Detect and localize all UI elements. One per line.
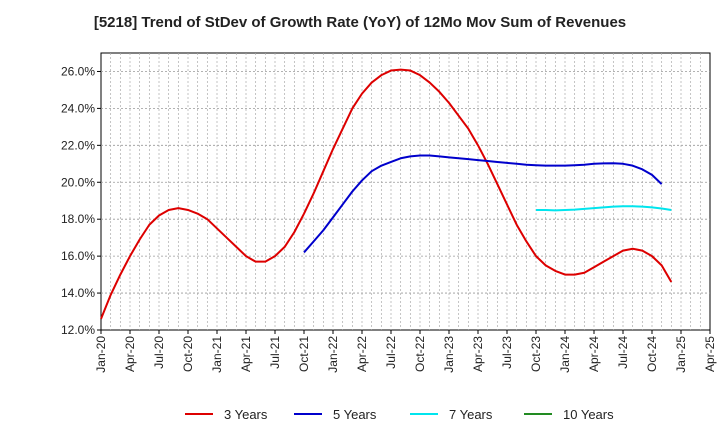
x-tick-label: Jan-24 [558,336,572,373]
y-tick-label: 22.0% [61,138,95,152]
series-line-3-years [100,68,673,320]
x-tick-label: Jul-24 [616,336,630,369]
series-line-7-years [536,205,672,212]
x-tick-label: Apr-21 [239,336,253,372]
x-tick-label: Jul-21 [268,336,282,369]
y-tick-label: 20.0% [61,175,95,189]
x-tick-label: Apr-20 [123,336,137,372]
x-tick-label: Apr-22 [355,336,369,372]
x-tick-label: Jul-23 [500,336,514,369]
series-line-5-years [303,154,663,254]
grid-lines [101,53,710,330]
x-tick-label: Jan-21 [210,336,224,373]
chart-title: [5218] Trend of StDev of Growth Rate (Yo… [93,14,627,31]
x-tick-label: Oct-22 [413,336,427,372]
x-tick-label: Jan-20 [94,336,108,373]
y-tick-label: 16.0% [61,249,95,263]
x-tick-label: Oct-21 [297,336,311,372]
y-tick-label: 14.0% [61,286,95,300]
y-tick-label: 18.0% [61,212,95,226]
x-tick-label: Oct-24 [645,336,659,372]
legend-label-3-years: 3 Years [224,407,268,422]
x-tick-label: Oct-23 [529,336,543,372]
legend: 3 Years 5 Years 7 Years 10 Years [185,407,614,422]
legend-label-7-years: 7 Years [449,407,493,422]
x-tick-label: Apr-23 [471,336,485,372]
y-tick-label: 12.0% [61,323,95,337]
x-tick-label: Jul-22 [384,336,398,369]
x-tick-label: Jan-25 [674,336,688,373]
series-lines [100,68,673,320]
y-tick-label: 26.0% [61,64,95,78]
legend-label-10-years: 10 Years [563,407,614,422]
x-tick-label: Jan-22 [326,336,340,373]
y-tick-label: 24.0% [61,101,95,115]
x-tick-label: Oct-20 [181,336,195,372]
legend-label-5-years: 5 Years [333,407,377,422]
x-tick-label: Jan-23 [442,336,456,373]
plot-area [100,52,711,331]
x-tick-label: Apr-24 [587,336,601,372]
x-tick-label: Jul-20 [152,336,166,369]
axis-labels: 12.0% 14.0% 16.0% 18.0% 20.0% 22.0% 24.0% 26.0%… [61,64,717,372]
x-tick-label: Apr-25 [703,336,717,372]
